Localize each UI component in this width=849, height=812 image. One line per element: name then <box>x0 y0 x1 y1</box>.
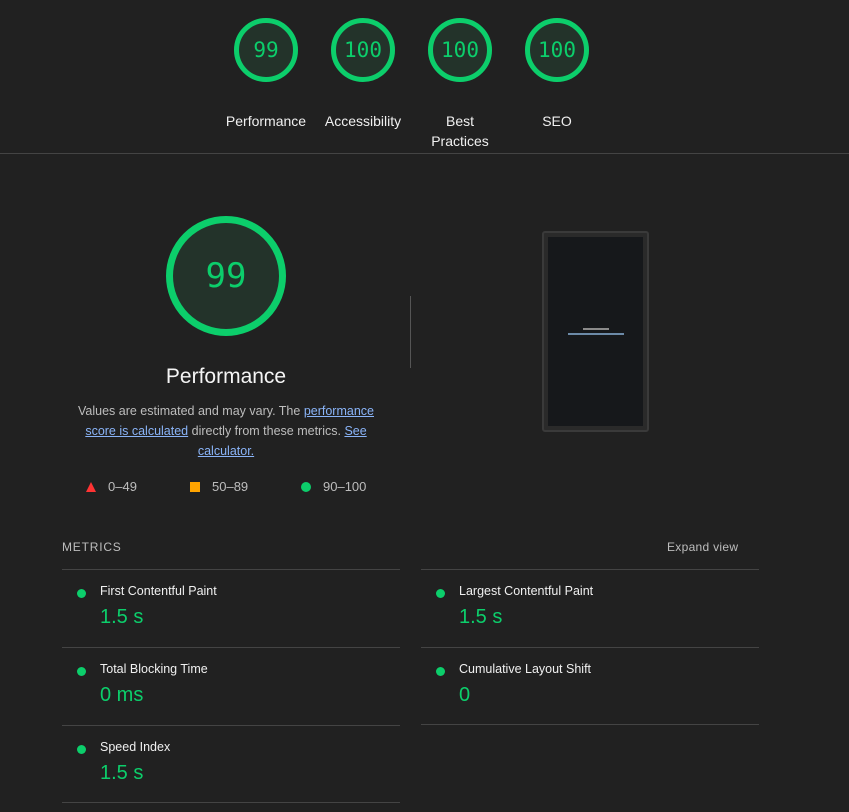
metric-name: Cumulative Layout Shift <box>459 662 592 676</box>
metric-name: Total Blocking Time <box>100 662 208 676</box>
gauge-label: SEO <box>542 113 572 129</box>
screenshot-content <box>548 237 643 426</box>
expand-view-toggle[interactable]: Expand view <box>667 540 739 554</box>
gauge-ring: 100 <box>331 18 395 82</box>
screenshot-text-line <box>582 328 609 330</box>
metric-speed-index: Speed Index 1.5 s <box>62 725 400 803</box>
gauge-label: Accessibility <box>324 113 402 129</box>
metric-name: Speed Index <box>100 740 171 754</box>
divider <box>410 296 411 368</box>
gauge-ring: 100 <box>428 18 492 82</box>
gauge-label: Performance <box>225 113 307 129</box>
pass-dot-icon <box>77 589 86 598</box>
gauge-ring: 100 <box>525 18 589 82</box>
legend-pass: 90–100 <box>301 479 366 494</box>
metric-largest-contentful-paint: Largest Contentful Paint 1.5 s <box>421 569 759 647</box>
pass-dot-icon <box>77 745 86 754</box>
screenshot-text-line <box>567 333 624 335</box>
gauge-label: Best Practices <box>431 113 489 149</box>
circle-icon <box>301 481 311 492</box>
pass-dot-icon <box>436 667 445 676</box>
legend-range: 0–49 <box>108 479 137 494</box>
metric-name: Largest Contentful Paint <box>459 584 594 598</box>
metric-value: 1.5 s <box>100 762 144 784</box>
legend-range: 90–100 <box>323 479 367 494</box>
score-calculated-link[interactable]: performance score is calculated <box>85 404 374 438</box>
metric-cumulative-layout-shift: Cumulative Layout Shift 0 <box>421 647 759 725</box>
legend-range: 50–89 <box>212 479 249 494</box>
gauge-ring: 99 <box>234 18 298 82</box>
triangle-icon <box>86 481 96 492</box>
final-screenshot[interactable] <box>542 231 649 432</box>
metric-value: 1.5 s <box>100 606 144 628</box>
metrics-heading: METRICS <box>62 540 122 554</box>
metric-value: 0 ms <box>100 684 144 706</box>
see-calculator-link[interactable]: See calculator. <box>197 424 367 458</box>
performance-title: Performance <box>165 365 287 388</box>
pass-dot-icon <box>436 589 445 598</box>
desc-text: Values are estimated and may vary. The <box>78 404 304 418</box>
metric-total-blocking-time: Total Blocking Time 0 ms <box>62 647 400 725</box>
divider <box>0 153 849 154</box>
desc-text: directly from these metrics. <box>188 424 345 438</box>
performance-gauge: 99 <box>166 216 286 336</box>
metric-value: 1.5 s <box>459 606 503 628</box>
performance-description: Values are estimated and may vary. The p… <box>70 401 382 461</box>
metric-name: First Contentful Paint <box>100 584 217 598</box>
metric-first-contentful-paint: First Contentful Paint 1.5 s <box>62 569 400 647</box>
square-icon <box>190 481 200 492</box>
legend-average: 50–89 <box>190 479 248 494</box>
metric-value: 0 <box>459 684 471 706</box>
pass-dot-icon <box>77 667 86 676</box>
legend-fail: 0–49 <box>86 479 137 494</box>
